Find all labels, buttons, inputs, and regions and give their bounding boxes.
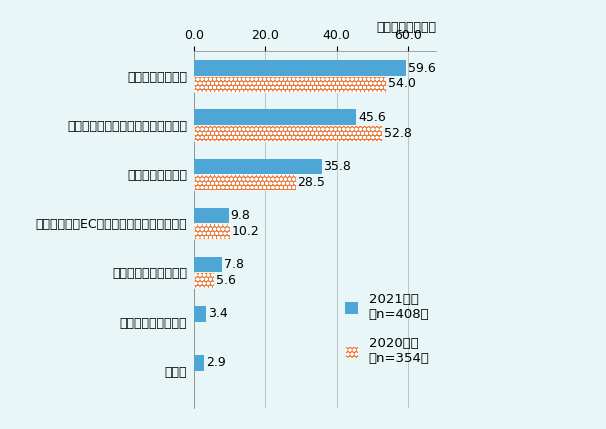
Text: 28.5: 28.5 <box>298 175 325 189</box>
Text: 3.4: 3.4 <box>208 307 228 320</box>
Text: 45.6: 45.6 <box>358 111 386 124</box>
Text: 10.2: 10.2 <box>232 225 260 238</box>
Bar <box>194 208 229 224</box>
Bar <box>194 355 204 371</box>
Text: 59.6: 59.6 <box>408 62 436 75</box>
Text: 2.9: 2.9 <box>206 356 226 369</box>
Text: 5.6: 5.6 <box>216 274 236 287</box>
Text: 35.8: 35.8 <box>324 160 351 173</box>
Text: 7.8: 7.8 <box>224 258 244 271</box>
Text: 54.0: 54.0 <box>388 77 416 91</box>
Bar <box>194 272 214 288</box>
Bar <box>194 60 407 76</box>
Legend: 2021年度
（n=408）, 2020年度
（n=354）: 2021年度 （n=408）, 2020年度 （n=354） <box>345 293 430 365</box>
Text: （複数回答、％）: （複数回答、％） <box>376 21 436 34</box>
Bar <box>194 159 322 174</box>
Bar <box>194 125 382 141</box>
Bar <box>194 76 387 92</box>
Bar <box>194 224 230 239</box>
Bar <box>194 306 206 322</box>
Bar <box>194 174 296 190</box>
Text: 9.8: 9.8 <box>231 209 250 222</box>
Text: 52.8: 52.8 <box>384 127 412 139</box>
Bar <box>194 257 222 272</box>
Bar <box>194 109 356 125</box>
